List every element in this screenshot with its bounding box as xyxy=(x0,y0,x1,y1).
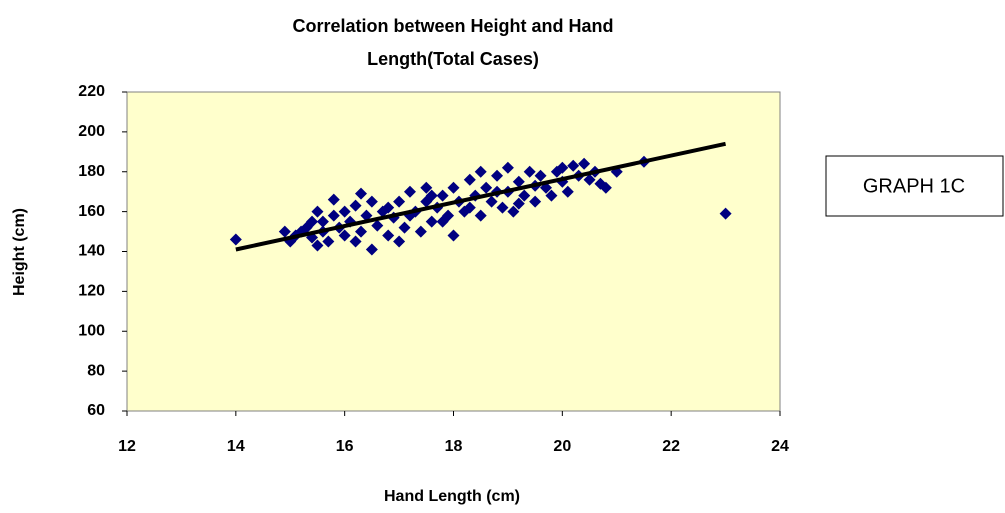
point xyxy=(491,169,504,182)
point xyxy=(447,229,460,242)
y-tick-label: 180 xyxy=(78,163,105,180)
point xyxy=(529,195,542,208)
point xyxy=(556,161,569,174)
y-tick-label: 60 xyxy=(87,402,105,419)
point xyxy=(311,205,324,218)
point xyxy=(327,193,340,206)
x-tick-label: 20 xyxy=(553,438,571,455)
point xyxy=(338,229,351,242)
point xyxy=(354,187,367,200)
point xyxy=(425,189,438,202)
y-tick-label: 200 xyxy=(78,123,105,140)
point xyxy=(365,243,378,256)
point xyxy=(349,199,362,212)
annotation-box xyxy=(825,155,1004,217)
point xyxy=(398,221,411,234)
trendline xyxy=(235,141,727,252)
point xyxy=(365,195,378,208)
chart-title: Length(Total Cases) xyxy=(367,49,539,69)
point xyxy=(507,205,520,218)
y-tick-label: 160 xyxy=(78,203,105,220)
point xyxy=(393,195,406,208)
point xyxy=(316,215,329,228)
point xyxy=(463,201,476,214)
point xyxy=(442,209,455,222)
x-tick-label: 14 xyxy=(227,438,245,455)
point xyxy=(719,207,732,220)
point xyxy=(327,209,340,222)
x-tick-label: 18 xyxy=(445,438,463,455)
point xyxy=(599,181,612,194)
y-tick-label: 220 xyxy=(78,83,105,100)
point xyxy=(523,165,536,178)
point xyxy=(229,233,242,246)
x-tick-label: 16 xyxy=(336,438,354,455)
point xyxy=(322,235,335,248)
point xyxy=(447,181,460,194)
point xyxy=(306,215,319,228)
y-tick-label: 140 xyxy=(78,243,105,260)
point xyxy=(518,189,531,202)
point xyxy=(382,201,395,214)
point xyxy=(474,209,487,222)
annotation: GRAPH 1C xyxy=(863,175,965,197)
point xyxy=(583,173,596,186)
point xyxy=(420,181,433,194)
x-tick-label: 22 xyxy=(662,438,680,455)
point xyxy=(371,219,384,232)
y-axis-label: Height (cm) xyxy=(11,208,28,296)
point xyxy=(436,189,449,202)
y-tick-label: 100 xyxy=(78,322,105,339)
point xyxy=(578,157,591,170)
point xyxy=(480,181,493,194)
point xyxy=(545,189,558,202)
point xyxy=(512,197,525,210)
y-tick-label: 120 xyxy=(78,283,105,300)
x-axis-label: Hand Length (cm) xyxy=(384,488,520,505)
point xyxy=(501,161,514,174)
x-tick-label: 24 xyxy=(771,438,789,455)
point xyxy=(311,239,324,252)
point xyxy=(414,225,427,238)
point xyxy=(512,175,525,188)
point xyxy=(496,201,509,214)
point xyxy=(382,229,395,242)
point xyxy=(561,185,574,198)
y-tick-label: 80 xyxy=(87,362,105,379)
point xyxy=(354,225,367,238)
point xyxy=(425,215,438,228)
point xyxy=(403,185,416,198)
point xyxy=(360,209,373,222)
point xyxy=(474,165,487,178)
point xyxy=(485,195,498,208)
x-tick-label: 12 xyxy=(118,438,136,455)
point xyxy=(567,159,580,172)
point xyxy=(534,169,547,182)
plot-area xyxy=(126,91,781,412)
chart-title: Correlation between Height and Hand xyxy=(292,16,613,36)
point xyxy=(349,235,362,248)
point xyxy=(338,205,351,218)
point xyxy=(278,225,291,238)
point xyxy=(393,235,406,248)
point xyxy=(463,173,476,186)
